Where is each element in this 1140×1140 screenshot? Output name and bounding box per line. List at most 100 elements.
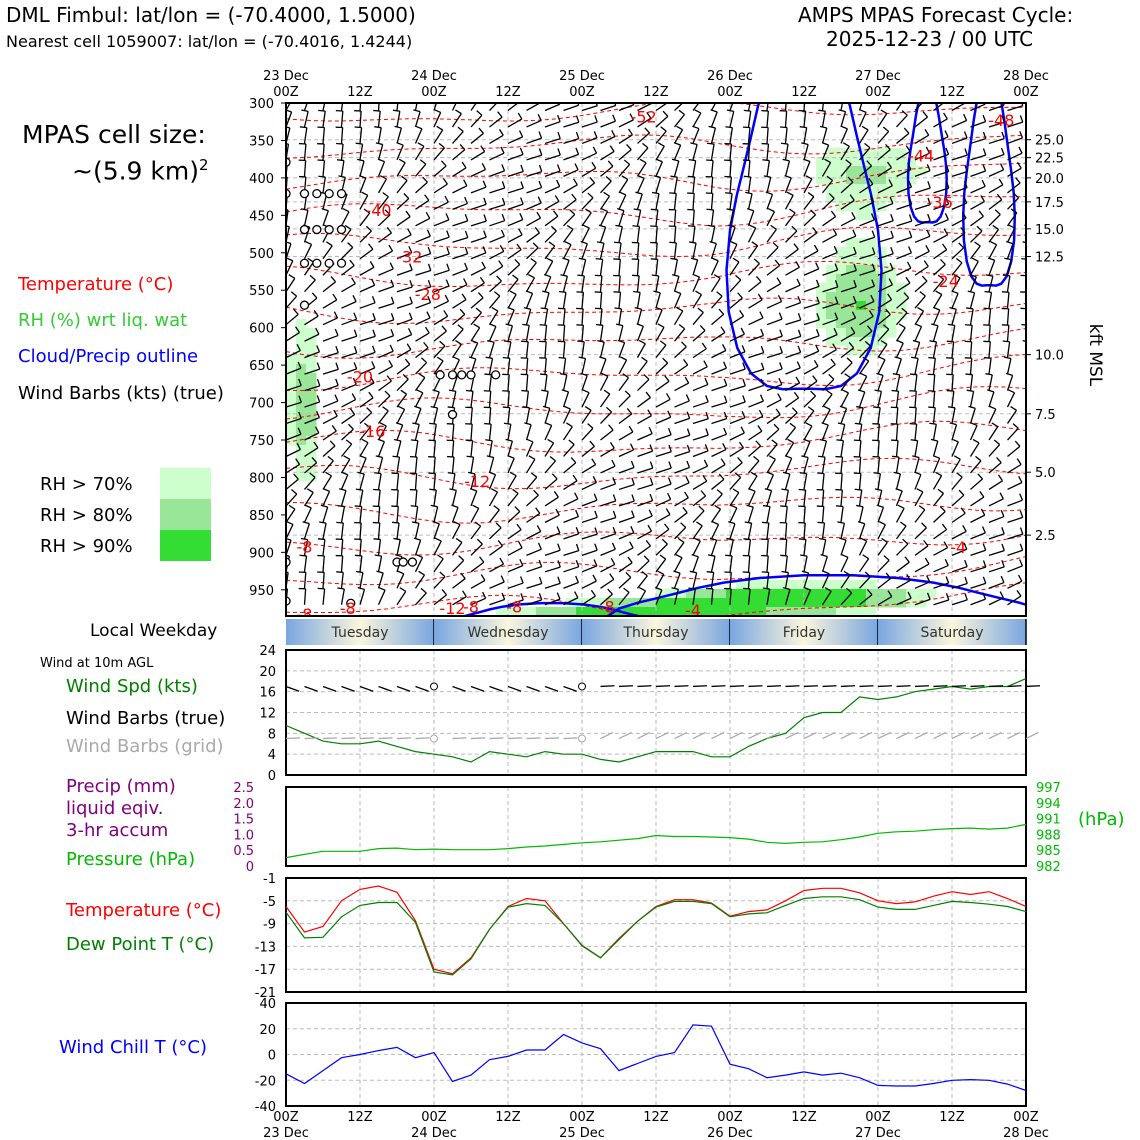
wind-barb bbox=[933, 187, 949, 194]
wind-barb bbox=[673, 129, 684, 144]
wind-barb bbox=[988, 597, 1004, 606]
wind-barb bbox=[581, 565, 598, 573]
wind-barb-flag bbox=[881, 537, 888, 543]
rh-cell bbox=[286, 409, 297, 419]
wind-barb bbox=[970, 154, 986, 161]
wind-barb-flag bbox=[981, 526, 986, 534]
wind-barb bbox=[525, 374, 529, 391]
wind-barb bbox=[859, 219, 875, 227]
wind-barb bbox=[840, 539, 847, 556]
wind-barb-flag bbox=[657, 323, 665, 328]
wind-barb-true bbox=[285, 685, 300, 692]
wind-barb bbox=[914, 474, 922, 490]
wind-barb bbox=[951, 407, 956, 424]
wind-barb-flag bbox=[386, 375, 392, 382]
wind-barb-flag bbox=[1018, 475, 1023, 483]
rh-cell bbox=[716, 607, 727, 616]
wind-barb-flag bbox=[742, 379, 746, 387]
wind-barb bbox=[803, 232, 818, 243]
wind-barb-flag bbox=[407, 228, 412, 236]
wind-barb-flag bbox=[547, 438, 554, 444]
wind-barb bbox=[729, 176, 733, 193]
wind-barb-grid bbox=[618, 731, 632, 740]
wind-barb-flag bbox=[791, 407, 798, 414]
wind-barb-flag bbox=[379, 175, 387, 180]
wind-barb bbox=[692, 450, 709, 458]
wind-barb bbox=[692, 540, 701, 556]
wind-barb-flag bbox=[891, 389, 899, 392]
rh-cell bbox=[296, 382, 307, 392]
height-tick-label: 2.5 bbox=[1035, 529, 1056, 544]
wind-barb-flag bbox=[852, 229, 857, 237]
wind-barb-flag bbox=[480, 574, 486, 581]
wind-barb bbox=[803, 539, 807, 556]
wind-barb bbox=[729, 588, 732, 605]
wind-barb-true bbox=[674, 685, 689, 688]
wind-barb bbox=[304, 315, 319, 326]
wind-barb-flag bbox=[923, 539, 929, 547]
wind-barb-flag bbox=[470, 339, 478, 344]
wind-barb bbox=[322, 572, 325, 589]
wind-barb-flag bbox=[457, 324, 464, 330]
rh-cell bbox=[866, 211, 877, 221]
wind-barb bbox=[433, 440, 437, 457]
wind-barb-flag bbox=[355, 570, 364, 574]
wind-barb-true bbox=[1025, 685, 1041, 688]
wind-barb-flag bbox=[444, 195, 449, 203]
wind-barb-flag bbox=[996, 456, 1002, 464]
wind-barb-flag bbox=[377, 158, 385, 163]
wind-barb bbox=[340, 211, 350, 227]
wind-barb-flag bbox=[771, 439, 778, 445]
wind-barb-flag bbox=[485, 356, 493, 360]
wind-barb bbox=[858, 112, 867, 128]
wind-barb-flag bbox=[1021, 103, 1024, 106]
wind-barb-flag bbox=[960, 227, 966, 234]
wind-barb bbox=[655, 483, 672, 491]
wind-barb bbox=[674, 466, 690, 474]
wind-barb bbox=[803, 250, 819, 260]
wind-barb-flag bbox=[573, 178, 578, 186]
wind-barb-true bbox=[711, 685, 726, 688]
wind-barb-flag bbox=[463, 179, 468, 187]
rh-cell bbox=[886, 292, 897, 302]
wind-barb bbox=[396, 349, 412, 359]
wind-barb bbox=[304, 333, 320, 342]
wind-barb bbox=[766, 335, 783, 342]
wind-barb bbox=[673, 193, 677, 210]
wind-barb-flag bbox=[632, 225, 640, 228]
wind-barb bbox=[599, 195, 611, 210]
calm-circle bbox=[299, 188, 310, 199]
wind-barb bbox=[525, 309, 532, 325]
wind-barb-flag bbox=[945, 576, 950, 584]
wind-barb-flag bbox=[718, 473, 725, 480]
wind-barb-flag bbox=[614, 103, 617, 106]
wind-barb bbox=[748, 400, 764, 408]
wind-barb bbox=[840, 163, 852, 177]
wind-barb bbox=[969, 442, 980, 457]
wind-barb bbox=[877, 268, 894, 276]
wind-barb-flag bbox=[1019, 510, 1024, 518]
wind-barb bbox=[988, 408, 997, 424]
wind-barb-flag bbox=[878, 356, 886, 361]
wind-barb bbox=[599, 211, 609, 227]
wind-barb bbox=[340, 588, 345, 605]
weekday-label: Saturday bbox=[920, 625, 983, 641]
wind-barb bbox=[711, 448, 727, 458]
wind-barb-flag bbox=[351, 277, 356, 285]
wind-barb-flag bbox=[793, 391, 800, 399]
rh-cell bbox=[846, 328, 857, 338]
wind-barb bbox=[488, 474, 497, 490]
rh-cell bbox=[906, 157, 917, 167]
wind-barb-flag bbox=[441, 589, 448, 596]
wind-barb bbox=[766, 264, 781, 276]
wind-barb-flag bbox=[860, 537, 867, 542]
wind-barb-flag bbox=[684, 376, 690, 384]
wind-barb-flag bbox=[815, 262, 820, 270]
wind-barb bbox=[840, 252, 857, 260]
wind-barb bbox=[618, 483, 635, 491]
rh-cell bbox=[876, 328, 887, 338]
rh-cell bbox=[306, 436, 317, 446]
wind-barb-flag bbox=[299, 126, 307, 129]
wind-barb bbox=[951, 277, 961, 293]
rh-cell bbox=[686, 598, 697, 608]
